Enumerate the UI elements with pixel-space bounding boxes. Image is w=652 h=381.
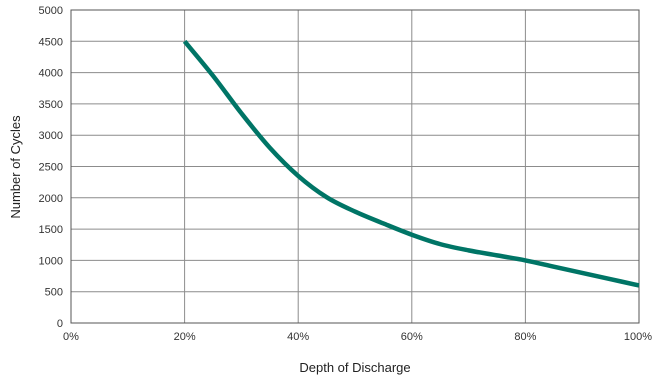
x-axis-title: Depth of Discharge: [299, 360, 410, 375]
x-tick-label: 60%: [401, 331, 423, 343]
y-axis-title: Number of Cycles: [8, 115, 23, 219]
y-tick-label: 2000: [39, 193, 63, 205]
x-tick-label: 100%: [624, 331, 652, 343]
y-tick-label: 500: [45, 287, 63, 299]
x-tick-label: 40%: [287, 331, 309, 343]
x-tick-label: 20%: [174, 331, 196, 343]
x-tick-label: 0%: [63, 331, 79, 343]
y-tick-label: 4000: [39, 68, 63, 80]
x-axis-tick-labels: 0% 20% 40% 60% 80% 100%: [63, 331, 652, 343]
grid-lines: [70, 9, 640, 324]
y-axis-tick-labels: 0 500 1000 1500 2000 2500 3000 3500 4000 4500 5000: [39, 5, 63, 330]
y-tick-label: 4500: [39, 36, 63, 48]
x-tick-label: 80%: [514, 331, 536, 343]
y-tick-label: 3500: [39, 99, 63, 111]
y-tick-label: 2500: [39, 162, 63, 174]
y-tick-label: 1500: [39, 224, 63, 236]
y-tick-label: 1000: [39, 255, 63, 267]
y-tick-label: 0: [57, 318, 63, 330]
series-layer: [182, 39, 640, 288]
plot-area-frame: [70, 9, 640, 324]
y-tick-label: 3000: [39, 130, 63, 142]
y-tick-label: 5000: [39, 5, 63, 17]
series-line-0: [182, 39, 640, 288]
